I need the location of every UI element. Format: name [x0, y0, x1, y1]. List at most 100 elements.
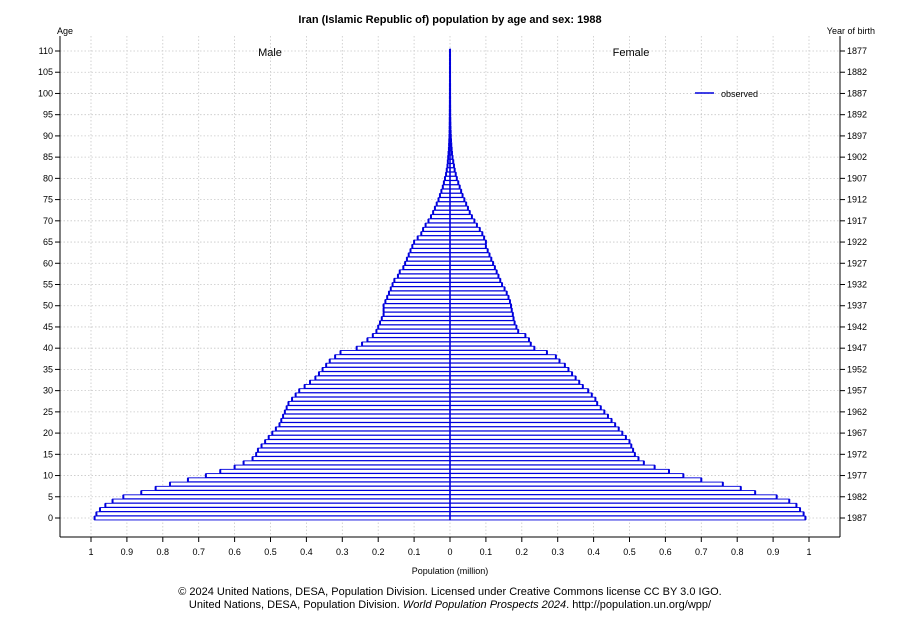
bar-male-age-24 [282, 413, 451, 419]
x-tick-label: 0 [447, 547, 452, 557]
bar-female-age-41 [449, 341, 532, 347]
age-tick-label: 90 [43, 131, 53, 141]
bar-male-age-48 [383, 311, 451, 317]
bar-female-age-64 [449, 243, 487, 249]
citation-suffix: . http://population.un.org/wpp/ [566, 599, 712, 611]
birth-year-tick-label: 1902 [847, 152, 867, 162]
birth-year-tick-label: 1937 [847, 301, 867, 311]
bar-female-age-53 [449, 290, 508, 296]
bar-female-age-29 [449, 392, 593, 398]
bar-female-age-55 [449, 282, 503, 287]
x-tick-label: 1 [88, 547, 93, 557]
bar-female-age-71 [449, 214, 473, 219]
birth-year-tick-label: 1962 [847, 407, 867, 417]
bars [93, 48, 807, 521]
bar-female-age-46 [449, 320, 516, 326]
bar-male-age-67 [420, 231, 451, 236]
legend: observed [695, 89, 758, 99]
birth-year-tick-label: 1892 [847, 110, 867, 120]
x-tick-label: 0.5 [623, 547, 636, 557]
bar-male-age-69 [425, 222, 451, 228]
bar-female-age-28 [449, 396, 596, 402]
bar-male-age-28 [291, 396, 451, 402]
bar-male-age-49 [383, 307, 451, 313]
x-tick-label: 0.8 [157, 547, 170, 557]
bar-male-age-74 [436, 201, 451, 207]
bar-female-age-27 [449, 400, 598, 406]
bar-male-age-7 [155, 485, 451, 491]
bar-male-age-15 [255, 451, 451, 457]
bar-male-age-50 [383, 303, 451, 309]
bar-female-age-50 [449, 303, 512, 309]
age-tick-label: 110 [39, 46, 53, 56]
birth-year-tick-label: 1877 [847, 46, 867, 56]
x-tick-label: 0.9 [767, 547, 780, 557]
bar-female-age-80 [449, 175, 458, 181]
bar-male-age-70 [428, 218, 451, 224]
bar-male-age-9 [187, 477, 451, 483]
bar-male-age-72 [432, 209, 451, 215]
bar-male-age-43 [372, 333, 451, 338]
bar-female-age-67 [449, 231, 483, 236]
bar-male-age-16 [257, 447, 451, 453]
bar-male-age-59 [402, 265, 451, 270]
bar-female-age-42 [449, 337, 530, 343]
bar-female-age-13 [449, 460, 645, 466]
bar-female-age-77 [449, 188, 462, 194]
bar-male-age-61 [406, 256, 451, 262]
bar-male-age-25 [284, 409, 451, 415]
bar-female-age-75 [449, 197, 465, 202]
bar-male-age-26 [286, 405, 451, 411]
bar-male-age-56 [393, 277, 451, 283]
age-tick-label: 5 [48, 492, 53, 502]
bar-female-age-3 [449, 502, 797, 508]
bar-male-age-5 [122, 494, 451, 500]
bar-female-age-7 [449, 485, 742, 491]
age-tick-label: 40 [43, 343, 53, 353]
citation-prefix: United Nations, DESA, Population Divisio… [188, 599, 403, 611]
bar-male-age-36 [325, 362, 451, 368]
x-tick-label: 0.1 [408, 547, 421, 557]
bar-female-age-24 [449, 413, 609, 419]
bar-female-age-17 [449, 443, 632, 449]
birth-year-tick-label: 1912 [847, 195, 867, 205]
bar-female-age-39 [449, 350, 548, 355]
bar-female-age-0 [449, 515, 806, 521]
age-tick-label: 85 [43, 152, 53, 162]
bar-male-age-2 [99, 507, 451, 512]
bar-male-age-14 [252, 456, 451, 461]
bar-female-age-62 [449, 252, 490, 258]
copyright-line: © 2024 United Nations, DESA, Population … [178, 586, 722, 598]
bar-male-age-23 [280, 417, 451, 423]
bar-female-age-73 [449, 205, 469, 211]
bar-female-age-32 [449, 379, 580, 385]
bar-female-age-21 [449, 426, 620, 432]
birth-year-tick-label: 1932 [847, 280, 867, 290]
birth-year-tick-label: 1882 [847, 67, 867, 77]
bar-male-age-27 [288, 400, 451, 406]
chart-title: Iran (Islamic Republic of) population by… [298, 14, 601, 26]
age-tick-label: 75 [43, 195, 53, 205]
bar-male-age-21 [275, 426, 451, 432]
bar-male-age-29 [295, 392, 451, 398]
bar-male-age-46 [379, 320, 451, 326]
bar-female-age-59 [449, 265, 496, 270]
bar-female-age-16 [449, 447, 634, 453]
birth-year-tick-label: 1977 [847, 471, 867, 481]
bar-male-age-1 [95, 511, 451, 517]
bar-female-age-48 [449, 311, 514, 317]
x-axis-label: Population (million) [412, 566, 489, 576]
age-tick-label: 30 [43, 386, 53, 396]
bar-female-age-74 [449, 201, 467, 207]
age-tick-label: 45 [43, 322, 53, 332]
bar-female-age-44 [449, 328, 519, 334]
bar-female-age-10 [449, 473, 684, 478]
axes: 1 0.9 0.8 0.7 0.6 0.5 0.4 0.3 0.2 0.1 0 0.1 0.2 0.3 0.… [38, 36, 867, 557]
x-tick-label: 0.5 [264, 547, 277, 557]
bar-male-age-53 [388, 290, 451, 296]
bar-male-age-30 [298, 388, 451, 394]
age-axis-label: Age [57, 26, 73, 36]
bar-male-age-34 [318, 371, 451, 377]
bar-male-age-12 [234, 464, 451, 470]
bar-female-age-63 [449, 248, 489, 253]
